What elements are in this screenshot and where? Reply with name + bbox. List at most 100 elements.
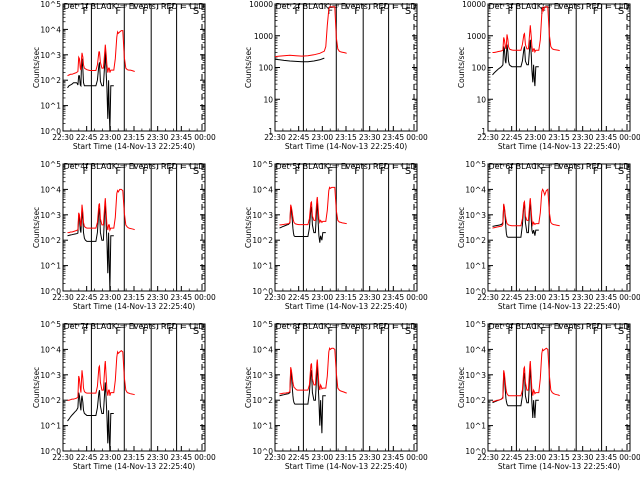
events-series-line <box>67 382 114 452</box>
chart-panel-7: Det 7f BLACK = Events, RED = LLD10^010^1… <box>32 320 216 471</box>
event-marker-label: F <box>142 6 148 17</box>
event-marker-label: F <box>327 326 333 337</box>
y-tick-label: 10^2 <box>40 396 61 405</box>
lld-series-line <box>67 30 135 77</box>
x-tick-label: 23:45 <box>171 293 193 302</box>
y-tick-label: 10^3 <box>252 371 273 380</box>
lld-series-line <box>492 347 560 402</box>
x-tick-label: 00:00 <box>194 453 216 462</box>
event-marker-label: F <box>593 6 599 17</box>
x-tick-label: 23:30 <box>359 133 381 142</box>
event-marker-label: S <box>618 166 624 177</box>
event-marker-label: F <box>540 166 546 177</box>
y-tick-label: 10^0 <box>252 447 273 456</box>
x-tick-label: 22:30 <box>264 293 286 302</box>
y-tick-label: 10^3 <box>40 371 61 380</box>
x-tick-label: 23:15 <box>548 293 570 302</box>
y-tick-label: 10^5 <box>252 320 273 329</box>
chart-panel-4: Det 4f BLACK = Events, RED = LLD10^010^1… <box>32 160 216 311</box>
x-axis-label: Start Time (14-Nov-13 22:25:40) <box>498 302 620 311</box>
plot-frame <box>487 323 631 452</box>
event-marker-label: F <box>354 166 360 177</box>
y-tick-label: 10^4 <box>465 185 486 194</box>
x-tick-label: 23:15 <box>548 133 570 142</box>
plot-frame <box>274 3 418 132</box>
event-marker-label: F <box>593 166 599 177</box>
x-tick-label: 22:45 <box>501 133 523 142</box>
event-marker-label: F <box>354 6 360 17</box>
y-tick-label: 10^1 <box>465 262 486 271</box>
x-tick-label: 22:45 <box>501 453 523 462</box>
x-tick-label: 23:15 <box>548 453 570 462</box>
event-marker-label: F <box>508 166 514 177</box>
y-tick-label: 10^5 <box>465 320 486 329</box>
x-tick-label: 22:30 <box>264 133 286 142</box>
x-tick-label: 23:15 <box>123 453 145 462</box>
x-tick-label: 00:00 <box>194 133 216 142</box>
x-tick-label: 23:15 <box>123 133 145 142</box>
x-axis-label: Start Time (14-Nov-13 22:25:40) <box>285 302 407 311</box>
x-tick-label: 23:15 <box>335 133 357 142</box>
x-tick-label: 23:45 <box>383 453 405 462</box>
lld-series-line <box>67 349 135 401</box>
x-tick-label: 23:00 <box>525 293 547 302</box>
y-axis-label: Counts/sec <box>32 47 41 88</box>
event-marker-label: F <box>142 326 148 337</box>
y-tick-label: 10^2 <box>252 236 273 245</box>
event-marker-label: F <box>508 326 514 337</box>
event-marker-label: F <box>380 6 386 17</box>
y-tick-label: 10^1 <box>252 262 273 271</box>
x-tick-label: 22:45 <box>288 293 310 302</box>
plot-frame <box>487 3 631 132</box>
events-series-line <box>279 202 326 243</box>
y-tick-label: 10^1 <box>252 422 273 431</box>
chart-panel-9: Det 9f BLACK = Events, RED = LLD10^010^1… <box>457 320 640 471</box>
x-tick-label: 23:00 <box>312 453 334 462</box>
x-tick-label: 00:00 <box>406 293 428 302</box>
y-tick-label: 1 <box>481 127 486 136</box>
x-tick-label: 00:00 <box>406 133 428 142</box>
event-marker-label: F <box>168 326 174 337</box>
y-tick-label: 10^0 <box>40 127 61 136</box>
x-axis-label: Start Time (14-Nov-13 22:25:40) <box>285 142 407 151</box>
event-marker-label: F <box>168 6 174 17</box>
event-marker-label: F <box>295 166 301 177</box>
x-tick-label: 22:45 <box>288 133 310 142</box>
event-marker-label: F <box>83 166 89 177</box>
y-axis-label: Counts/sec <box>244 207 253 248</box>
x-tick-label: 23:15 <box>123 293 145 302</box>
chart-panel-6: Det 6f BLACK = Events, RED = LLD10^010^1… <box>457 160 640 311</box>
y-tick-label: 10^3 <box>252 211 273 220</box>
event-marker-label: S <box>618 6 624 17</box>
x-axis-label: Start Time (14-Nov-13 22:25:40) <box>73 142 195 151</box>
x-tick-label: 00:00 <box>194 293 216 302</box>
event-marker-label: F <box>354 326 360 337</box>
x-tick-label: 23:00 <box>100 453 122 462</box>
events-series-line <box>492 39 539 87</box>
x-tick-label: 22:30 <box>52 133 74 142</box>
y-axis-label: Counts/sec <box>457 47 466 88</box>
chart-panel-3: Det 3f BLACK = Events, RED = LLD11010010… <box>457 0 640 151</box>
x-axis-label: Start Time (14-Nov-13 22:25:40) <box>73 462 195 471</box>
x-axis-label: Start Time (14-Nov-13 22:25:40) <box>73 302 195 311</box>
event-marker-label: F <box>115 326 121 337</box>
x-tick-label: 23:45 <box>171 133 193 142</box>
events-series-line <box>492 200 539 238</box>
y-tick-label: 10^5 <box>252 160 273 169</box>
y-tick-label: 10^1 <box>40 262 61 271</box>
event-marker-label: S <box>193 326 199 337</box>
y-axis-label: Counts/sec <box>457 207 466 248</box>
y-tick-label: 10^5 <box>40 0 61 9</box>
y-tick-label: 10 <box>263 95 273 104</box>
x-tick-label: 22:30 <box>477 453 499 462</box>
y-tick-label: 10^3 <box>40 51 61 60</box>
event-marker-label: F <box>115 6 121 17</box>
x-tick-label: 23:30 <box>572 133 594 142</box>
y-tick-label: 10^3 <box>40 211 61 220</box>
x-tick-label: 23:00 <box>525 453 547 462</box>
x-tick-label: 23:15 <box>335 293 357 302</box>
y-tick-label: 10^1 <box>40 422 61 431</box>
lld-series-line <box>274 6 347 58</box>
event-marker-label: S <box>405 6 411 17</box>
